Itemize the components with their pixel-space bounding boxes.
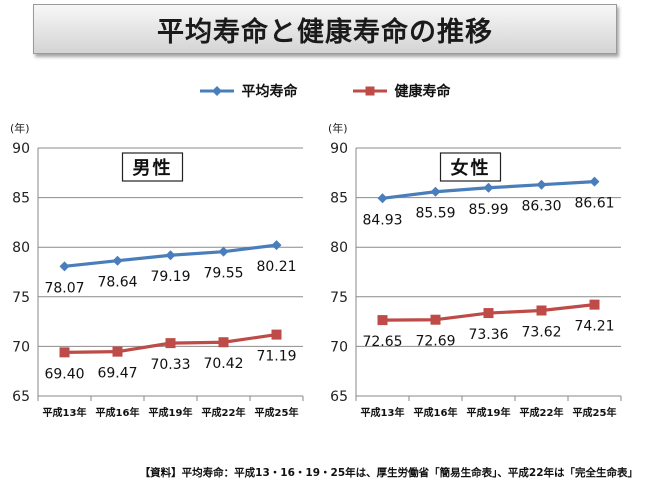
data-point-diamond: [377, 193, 388, 204]
x-tick-label: 平成13年: [361, 406, 405, 418]
y-tick-label: 65: [12, 389, 30, 405]
y-tick-label: 75: [12, 290, 30, 306]
y-tick-label: 65: [330, 389, 348, 405]
data-point-square: [218, 337, 229, 348]
data-label: 73.62: [521, 324, 561, 340]
y-axis-label: (年): [328, 121, 348, 135]
panel-title: 女性: [451, 157, 491, 179]
x-tick-label: 平成16年: [96, 406, 140, 418]
data-point-square: [536, 305, 547, 316]
y-axis-label: (年): [10, 121, 30, 135]
data-point-square: [430, 314, 441, 325]
x-tick-label: 平成19年: [467, 406, 511, 418]
x-tick-label: 平成22年: [520, 406, 564, 418]
data-label: 69.40: [44, 366, 84, 382]
data-label: 78.64: [97, 275, 137, 291]
line-chart-male: (年) 65 70 75 80 85 90 平成13年 平成16年 平成19年 平成22年 平成25年…: [10, 121, 304, 418]
legend-label-average-life: 平均寿命: [241, 84, 298, 100]
y-tick-label: 70: [330, 339, 348, 355]
y-tick-label: 85: [12, 191, 30, 207]
y-tick-label: 75: [330, 290, 348, 306]
data-label: 73.36: [468, 327, 508, 343]
x-tick-label: 平成16年: [414, 406, 458, 418]
legend-swatch-blue-diamond: [199, 86, 234, 96]
data-point-diamond: [483, 182, 494, 193]
data-point-diamond: [218, 246, 229, 257]
y-tick-label: 90: [330, 141, 348, 157]
data-label: 78.07: [44, 280, 84, 296]
data-label: 86.30: [521, 199, 561, 215]
x-tick-label: 平成22年: [202, 406, 246, 418]
data-label: 79.55: [203, 266, 243, 282]
data-point-diamond: [536, 179, 547, 190]
chart-panel-female: (年) 65 70 75 80 85 90 平成13年 平成16年 平成19年 平成22年 平成25年…: [318, 118, 638, 418]
data-label: 70.42: [203, 356, 243, 372]
data-label: 72.65: [362, 334, 402, 350]
data-label: 80.21: [256, 259, 296, 275]
data-point-diamond: [165, 250, 176, 261]
page-title: 平均寿命と健康寿命の推移: [33, 4, 617, 54]
data-point-square: [589, 299, 600, 310]
y-tick-label: 80: [12, 240, 30, 256]
legend-label-healthy-life: 健康寿命: [394, 84, 451, 100]
data-point-diamond: [430, 186, 441, 197]
data-point-diamond: [59, 261, 70, 272]
legend-item-average-life: 平均寿命: [199, 81, 298, 101]
chart-panel-male: (年) 65 70 75 80 85 90 平成13年 平成16年 平成19年 平成22年 平成25年…: [0, 118, 320, 418]
data-label: 85.99: [468, 202, 508, 218]
y-tick-label: 85: [330, 191, 348, 207]
data-point-square: [483, 308, 494, 319]
y-tick-label: 80: [330, 240, 348, 256]
panel-title: 男性: [133, 157, 173, 179]
panel-title-box: [121, 152, 184, 182]
data-point-diamond: [589, 176, 600, 187]
data-label: 85.59: [415, 206, 455, 222]
data-label: 84.93: [362, 212, 402, 228]
data-label: 71.19: [256, 349, 296, 365]
x-tick-label: 平成25年: [255, 406, 299, 418]
data-point-square: [165, 338, 176, 349]
data-label: 79.19: [150, 269, 190, 285]
data-point-square: [59, 347, 70, 358]
data-point-square: [112, 346, 123, 357]
data-point-square: [377, 315, 388, 326]
line-chart-female: (年) 65 70 75 80 85 90 平成13年 平成16年 平成19年 平成22年 平成25年…: [328, 121, 622, 418]
data-point-square: [271, 329, 282, 340]
data-label: 74.21: [574, 319, 614, 335]
legend-item-healthy-life: 健康寿命: [352, 81, 451, 101]
data-label: 70.33: [150, 357, 190, 373]
legend-swatch-red-square: [352, 86, 387, 96]
data-label: 69.47: [97, 366, 137, 382]
x-tick-label: 平成25年: [573, 406, 617, 418]
data-point-diamond: [112, 255, 123, 266]
panel-title-box: [439, 152, 502, 182]
data-point-diamond: [271, 240, 282, 251]
y-tick-label: 70: [12, 339, 30, 355]
source-note: 【資料】平均寿命：平成13・16・19・25年は、厚生労働省「簡易生命表」、平成…: [139, 467, 638, 479]
data-label: 72.69: [415, 334, 455, 350]
chart-legend: 平均寿命 健康寿命: [0, 80, 650, 102]
x-tick-label: 平成13年: [43, 406, 87, 418]
y-tick-label: 90: [12, 141, 30, 157]
x-tick-label: 平成19年: [149, 406, 193, 418]
data-label: 86.61: [574, 196, 614, 212]
